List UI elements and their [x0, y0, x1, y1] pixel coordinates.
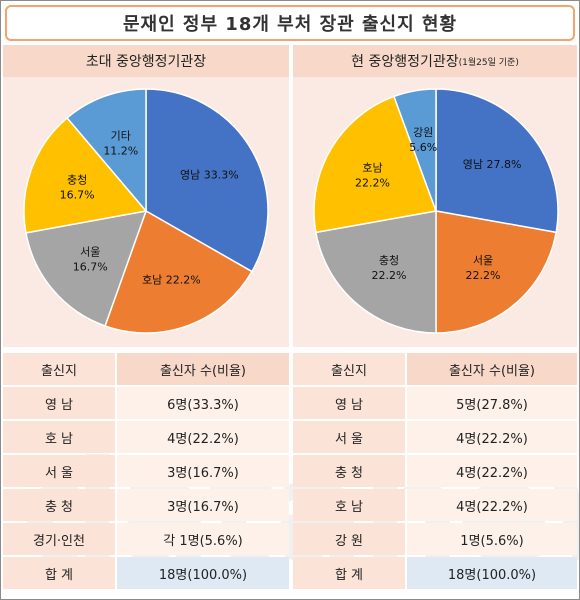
total-label: 합 계 — [3, 557, 115, 589]
table-row: 충 청 4명(22.2%) — [293, 455, 577, 487]
table-header-count: 출신자 수(비율) — [405, 353, 577, 385]
pie-label-value-1-2: 22.2% — [372, 269, 407, 282]
row-origin: 영 남 — [3, 387, 115, 419]
pie-slice-1-2 — [315, 210, 437, 334]
pie-slice-0-1 — [104, 209, 253, 334]
table-total-row: 합 계 18명(100.0%) — [3, 557, 289, 589]
table-row: 강 원 1명(5.6%) — [293, 523, 577, 555]
table-row: 경기·인천 각 1명(5.6%) — [3, 523, 289, 555]
pie-slice-1-3 — [313, 95, 438, 234]
row-count: 4명(22.2%) — [115, 421, 289, 453]
table-row: 영 남 6명(33.3%) — [3, 387, 289, 419]
row-origin: 영 남 — [293, 387, 405, 419]
total-label: 합 계 — [293, 557, 405, 589]
table-row: 충 청 3명(16.7%) — [3, 489, 289, 521]
pie-title-initial: 초대 중앙행정기관장 — [3, 45, 289, 77]
table-row: 호 남 4명(22.2%) — [293, 489, 577, 521]
pie-subtitle-current: (1월25일 기준) — [458, 57, 519, 68]
row-count: 1명(5.6%) — [405, 523, 577, 555]
row-origin: 강 원 — [293, 523, 405, 555]
pie-label-value-1-4: 5.6% — [409, 141, 437, 154]
pie-label-name-1-1: 서울 — [473, 254, 493, 267]
pie-slice-1-1 — [435, 210, 557, 334]
row-count: 6명(33.3%) — [115, 387, 289, 419]
table-header-row: 출신지 출신자 수(비율) — [293, 353, 577, 385]
table-row: 호 남 4명(22.2%) — [3, 421, 289, 453]
row-count: 5명(27.8%) — [405, 387, 577, 419]
row-count: 4명(22.2%) — [405, 421, 577, 453]
pie-title-initial-text: 초대 중앙행정기관장 — [85, 54, 207, 70]
row-origin: 충 청 — [3, 489, 115, 521]
row-origin: 서 울 — [293, 421, 405, 453]
page-title: 문재인 정부 18개 부처 장관 출신지 현황 — [5, 5, 575, 41]
pie-label-name-1-2: 충청 — [379, 254, 399, 267]
pie-label-value-1-1: 22.2% — [466, 269, 501, 282]
pie-slice-0-3 — [23, 116, 148, 234]
table-header-row: 출신지 출신자 수(비율) — [3, 353, 289, 385]
table-total-row: 합 계 18명(100.0%) — [293, 557, 577, 589]
pie-label-value-0-4: 11.2% — [103, 144, 138, 157]
table-header-origin: 출신지 — [293, 353, 405, 385]
row-origin: 충 청 — [293, 455, 405, 487]
pie-label-value-0-2: 16.7% — [73, 260, 108, 273]
total-count: 18명(100.0%) — [405, 557, 577, 589]
pie-label-0-0: 영남 33.3% — [180, 168, 239, 181]
pie-slice-1-4 — [392, 88, 437, 212]
row-origin: 경기·인천 — [3, 523, 115, 555]
pie-slice-0-2 — [25, 210, 148, 327]
row-origin: 호 남 — [3, 421, 115, 453]
row-count: 각 1명(5.6%) — [115, 523, 289, 555]
table-current: 출신지 출신자 수(비율) 영 남 5명(27.8%) 서 울 4명(22.2%) … — [293, 351, 577, 591]
pie-slice-1-0 — [435, 88, 559, 234]
pie-label-0-1: 호남 22.2% — [142, 274, 201, 287]
table-row: 서 울 3명(16.7%) — [3, 455, 289, 487]
table-initial: 출신지 출신자 수(비율) 영 남 6명(33.3%) 호 남 4명(22.2%) … — [3, 351, 289, 591]
total-count: 18명(100.0%) — [115, 557, 289, 589]
pie-slice-0-4 — [66, 88, 147, 214]
pie-label-name-1-4: 강원 — [413, 126, 433, 139]
pie-chart-initial: 영남 33.3% 호남 22.2% 서울 16.7% 충청 16.7% 기타 11.2% — [23, 88, 269, 334]
table-row: 서 울 4명(22.2%) — [293, 421, 577, 453]
pie-panel-initial: 초대 중앙행정기관장 영남 33.3% 호남 22.2% 서울 16.7% 충청 16.7… — [3, 45, 289, 347]
pie-label-value-0-3: 16.7% — [60, 188, 95, 201]
table-header-count: 출신자 수(비율) — [115, 353, 289, 385]
table-header-origin: 출신지 — [3, 353, 115, 385]
pie-label-name-0-3: 충청 — [67, 173, 87, 186]
pie-slice-0-0 — [145, 88, 269, 273]
row-count: 4명(22.2%) — [405, 489, 577, 521]
pie-label-1-0: 영남 27.8% — [463, 158, 522, 171]
row-count: 3명(16.7%) — [115, 489, 289, 521]
pie-chart-current: 영남 27.8% 서울 22.2% 충청 22.2% 호남 22.2% 강원 5.6% — [313, 88, 559, 334]
pie-panel-current: 현 중앙행정기관장 (1월25일 기준) 영남 27.8% 서울 22.2% 충청 22.… — [293, 45, 577, 347]
pie-label-name-1-3: 호남 — [362, 162, 382, 175]
pie-label-value-1-3: 22.2% — [355, 177, 390, 190]
pie-title-current: 현 중앙행정기관장 (1월25일 기준) — [293, 45, 577, 77]
table-row: 영 남 5명(27.8%) — [293, 387, 577, 419]
pie-label-name-0-2: 서울 — [80, 245, 100, 258]
row-count: 3명(16.7%) — [115, 455, 289, 487]
pie-label-name-0-4: 기타 — [111, 129, 131, 142]
row-count: 4명(22.2%) — [405, 455, 577, 487]
row-origin: 호 남 — [293, 489, 405, 521]
row-origin: 서 울 — [3, 455, 115, 487]
pie-title-current-text: 현 중앙행정기관장 — [351, 54, 459, 70]
